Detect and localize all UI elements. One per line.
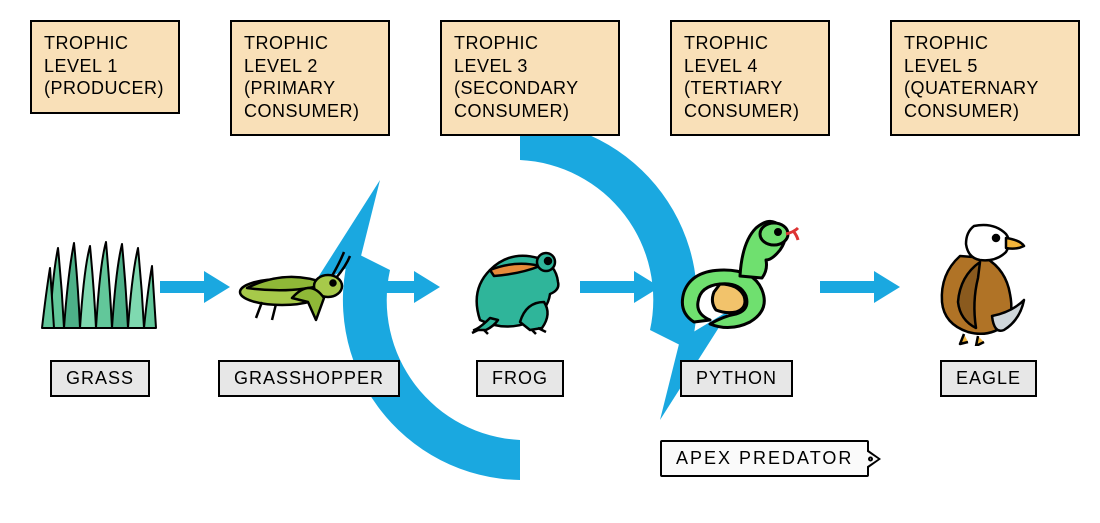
organism-name: GRASSHOPPER [234,368,384,388]
organism-label-grasshopper: GRASSHOPPER [218,360,400,397]
organism-name: PYTHON [696,368,777,388]
flow-arrow [360,280,440,294]
organism-name: FROG [492,368,548,388]
trophic-role: (TERTIARY [684,77,816,100]
trophic-box-1: TROPHIC LEVEL 1 (PRODUCER) [30,20,180,114]
trophic-box-5: TROPHIC LEVEL 5 (QUATERNARY CONSUMER) [890,20,1080,136]
trophic-role: (PRODUCER) [44,77,166,100]
organism-label-grass: GRASS [50,360,150,397]
trophic-line: LEVEL 4 [684,55,816,78]
trophic-line: TROPHIC [684,32,816,55]
grass-icon [40,238,160,333]
trophic-box-2: TROPHIC LEVEL 2 (PRIMARY CONSUMER) [230,20,390,136]
trophic-line: LEVEL 1 [44,55,166,78]
trophic-role: (SECONDARY [454,77,606,100]
organism-label-eagle: EAGLE [940,360,1037,397]
trophic-line: TROPHIC [244,32,376,55]
trophic-line: LEVEL 2 [244,55,376,78]
flow-arrow [820,280,900,294]
trophic-box-3: TROPHIC LEVEL 3 (SECONDARY CONSUMER) [440,20,620,136]
apex-predator-tag: APEX PREDATOR [660,440,869,477]
trophic-role: CONSUMER) [454,100,606,123]
trophic-line: TROPHIC [454,32,606,55]
trophic-role: (QUATERNARY [904,77,1066,100]
trophic-role: CONSUMER) [244,100,376,123]
organism-label-frog: FROG [476,360,564,397]
flow-arrow [160,280,230,294]
trophic-line: TROPHIC [44,32,166,55]
grasshopper-icon [232,248,352,326]
eagle-icon [920,216,1040,346]
trophic-role: CONSUMER) [904,100,1066,123]
trophic-line: TROPHIC [904,32,1066,55]
trophic-line: LEVEL 3 [454,55,606,78]
apex-label-text: APEX PREDATOR [676,448,853,468]
trophic-box-4: TROPHIC LEVEL 4 (TERTIARY CONSUMER) [670,20,830,136]
trophic-role: CONSUMER) [684,100,816,123]
flow-arrow [580,280,660,294]
trophic-line: LEVEL 5 [904,55,1066,78]
organism-name: EAGLE [956,368,1021,388]
python-icon [670,212,800,342]
trophic-role: (PRIMARY [244,77,376,100]
frog-icon [460,240,570,335]
organism-name: GRASS [66,368,134,388]
organism-label-python: PYTHON [680,360,793,397]
food-chain-diagram: TROPHIC LEVEL 1 (PRODUCER) TROPHIC LEVEL… [0,0,1100,523]
